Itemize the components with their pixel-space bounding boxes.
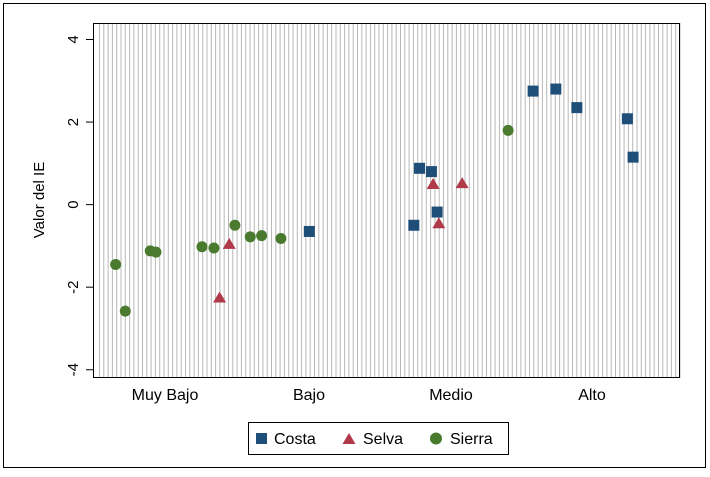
data-point-sierra — [502, 124, 514, 136]
data-point-sierra — [229, 219, 241, 231]
legend-label-sierra: Sierra — [450, 431, 493, 448]
data-point-selva — [455, 177, 469, 189]
data-point-sierra — [208, 242, 220, 254]
data-point-costa — [527, 85, 539, 97]
data-point-sierra — [256, 230, 268, 242]
y-axis-label: Valor del IE — [31, 162, 48, 238]
data-point-sierra — [110, 258, 122, 270]
x-category-label: Alto — [578, 387, 606, 404]
data-point-costa — [550, 83, 562, 95]
data-point-selva — [213, 291, 227, 303]
legend-box — [248, 422, 509, 455]
data-point-costa — [431, 206, 443, 218]
data-point-selva — [432, 217, 446, 229]
x-axis-category-labels: Muy Bajo Bajo Medio Alto — [132, 387, 606, 404]
data-point-costa — [627, 151, 639, 163]
x-category-label: Medio — [429, 387, 473, 404]
vertical-gridlines — [99, 23, 681, 378]
plot-area — [93, 23, 680, 378]
legend-marker-sierra — [430, 432, 442, 445]
y-tick-label: 2 — [65, 118, 82, 126]
data-point-costa — [414, 162, 426, 174]
data-point-costa — [408, 219, 420, 231]
data-points — [110, 83, 639, 317]
data-point-costa — [621, 113, 633, 125]
data-point-costa — [571, 102, 583, 114]
y-tick-label: 0 — [65, 200, 82, 208]
legend-label-selva: Selva — [363, 431, 403, 448]
data-point-costa — [303, 225, 315, 237]
y-tick-label: 4 — [65, 35, 82, 43]
legend: Costa Selva Sierra — [248, 422, 509, 455]
legend-label-costa: Costa — [274, 431, 316, 448]
data-point-sierra — [244, 231, 256, 243]
data-point-selva — [426, 177, 440, 189]
x-category-label: Muy Bajo — [132, 387, 199, 404]
x-category-label: Bajo — [293, 387, 325, 404]
data-point-sierra — [119, 305, 131, 317]
data-point-costa — [425, 166, 437, 178]
legend-marker-costa — [256, 433, 267, 444]
data-point-sierra — [196, 241, 208, 253]
y-tick-label: -4 — [65, 363, 82, 376]
data-point-sierra — [275, 232, 287, 244]
legend-marker-selva — [342, 433, 356, 444]
y-axis-ticks: -4 -2 0 2 4 — [65, 35, 93, 376]
data-point-sierra — [150, 246, 162, 258]
y-tick-label: -2 — [65, 281, 82, 294]
data-point-selva — [222, 237, 236, 249]
